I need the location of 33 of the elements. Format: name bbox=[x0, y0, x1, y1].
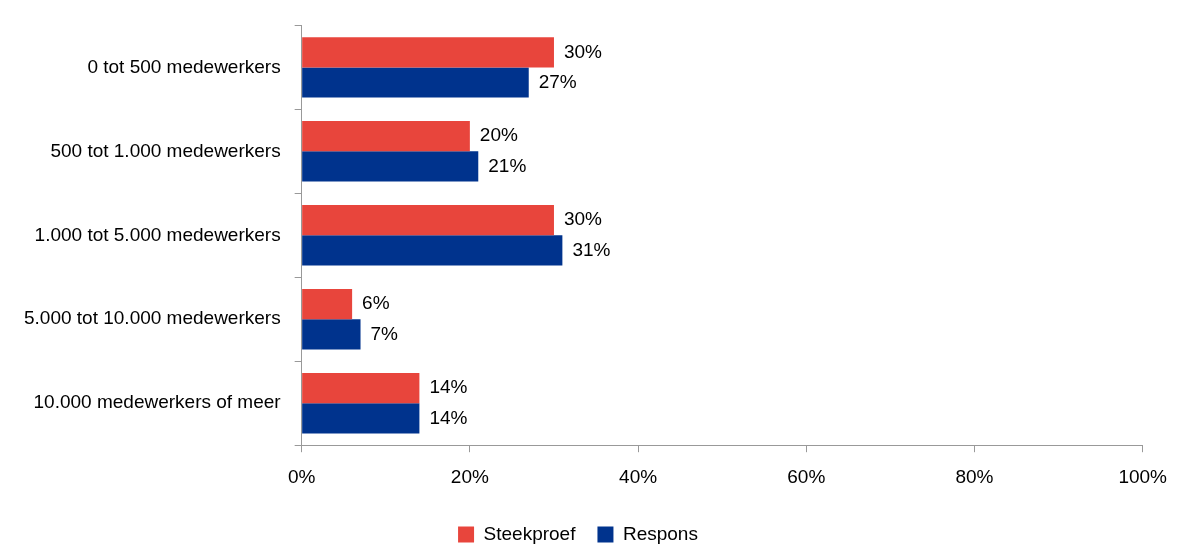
bar bbox=[302, 37, 554, 68]
x-tick-label: 60% bbox=[787, 465, 826, 487]
bar bbox=[302, 151, 479, 182]
x-tick-label: 80% bbox=[955, 465, 994, 487]
bar bbox=[302, 372, 420, 404]
data-label: 6% bbox=[362, 292, 390, 314]
data-label: 21% bbox=[488, 154, 527, 176]
y-tick-label: 500 tot 1.000 medewerkers bbox=[50, 139, 281, 161]
x-tick-label: 40% bbox=[619, 465, 658, 487]
data-label: 27% bbox=[538, 70, 577, 92]
x-tick-label: 100% bbox=[1118, 465, 1168, 487]
bar bbox=[302, 235, 563, 266]
data-label: 20% bbox=[479, 124, 518, 146]
y-tick-label: 10.000 medewerkers of meer bbox=[33, 391, 282, 413]
legend-label: Respons bbox=[622, 522, 698, 544]
data-label: 14% bbox=[429, 376, 468, 398]
bar bbox=[302, 319, 361, 350]
x-tick-label: 20% bbox=[450, 465, 489, 487]
bar bbox=[302, 205, 554, 236]
bar bbox=[302, 121, 470, 152]
data-label: 30% bbox=[563, 40, 603, 62]
bar bbox=[302, 67, 529, 98]
y-tick-label: 5.000 tot 10.000 medewerkers bbox=[23, 307, 281, 329]
data-label: 31% bbox=[572, 238, 611, 260]
bar bbox=[302, 289, 353, 320]
data-label: 30% bbox=[563, 208, 603, 230]
data-label: 7% bbox=[370, 322, 399, 344]
data-label: 14% bbox=[429, 406, 468, 428]
y-tick-label: 0 tot 500 medewerkers bbox=[87, 55, 281, 77]
legend-label: Steekproef bbox=[483, 522, 577, 544]
y-tick-label: 1.000 tot 5.000 medewerkers bbox=[34, 223, 281, 245]
x-tick-label: 0% bbox=[287, 465, 316, 487]
bar bbox=[302, 403, 420, 434]
